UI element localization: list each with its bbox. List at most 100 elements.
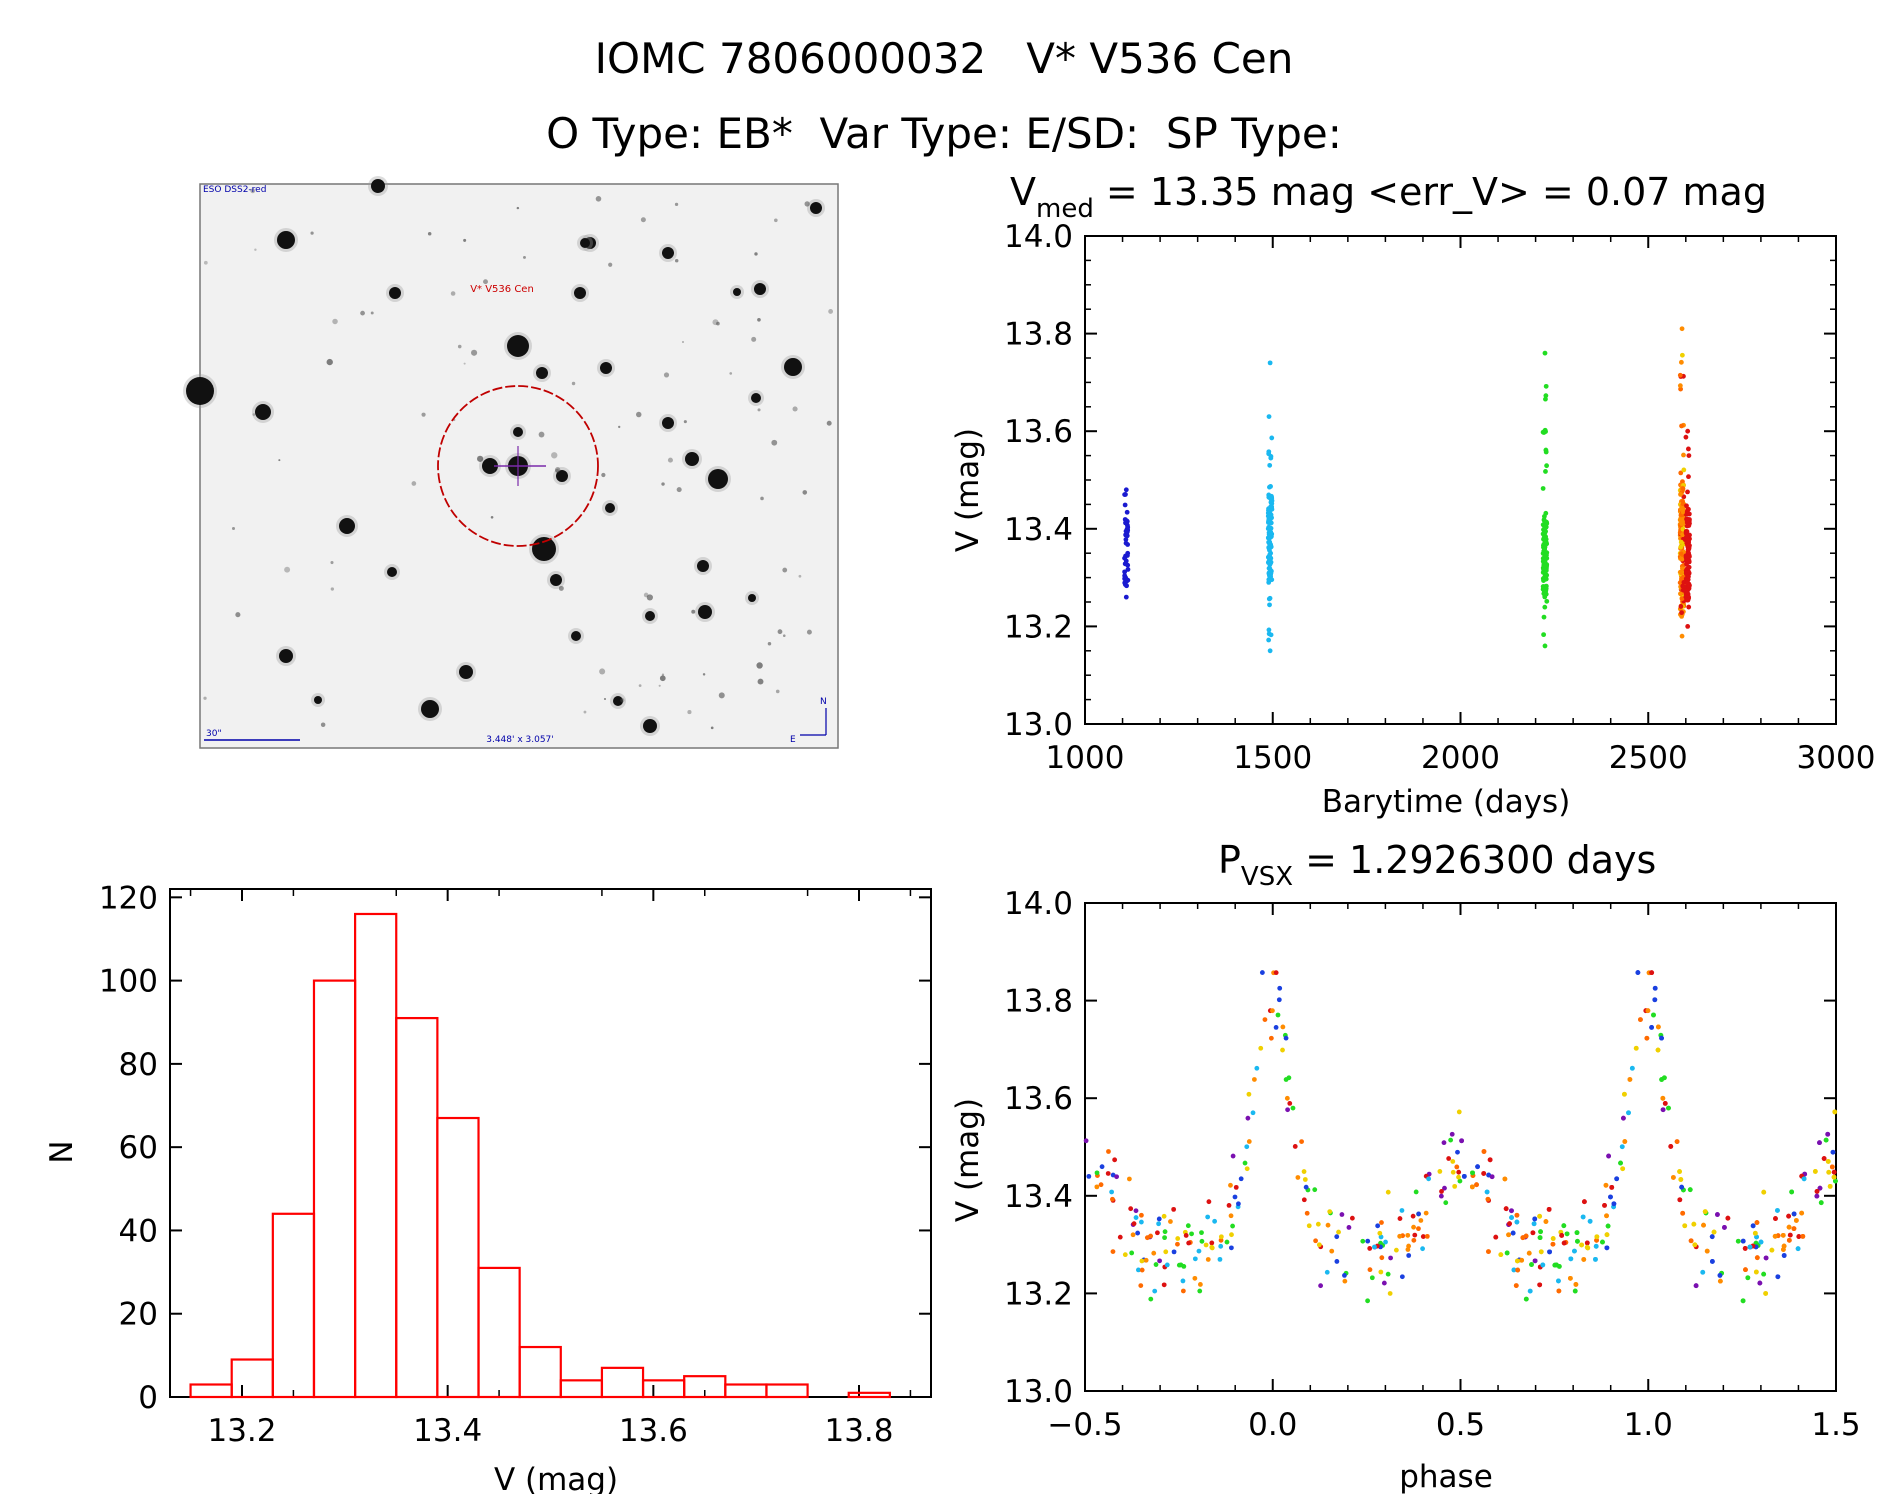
phase-point xyxy=(1692,1242,1698,1248)
faint-star xyxy=(767,642,772,646)
phase-point xyxy=(1644,1035,1650,1041)
phase-point xyxy=(1383,1239,1388,1245)
star xyxy=(662,247,674,259)
lc-point xyxy=(1267,360,1273,366)
phase-point xyxy=(1668,1144,1674,1149)
lc-point xyxy=(1268,544,1274,550)
phase-point xyxy=(1775,1208,1780,1213)
star xyxy=(371,179,385,193)
phase-point xyxy=(1283,1035,1289,1041)
hist-bar xyxy=(600,1366,645,1399)
hist-ytick-label: 40 xyxy=(119,1213,158,1249)
phase-point xyxy=(1509,1208,1514,1214)
phase-point xyxy=(1217,1256,1223,1262)
phase-point xyxy=(1459,1138,1465,1144)
phase-point xyxy=(1481,1149,1487,1154)
phase-point xyxy=(1529,1262,1534,1267)
faint-star xyxy=(659,675,666,682)
phase-point xyxy=(1244,1166,1250,1172)
phase-point xyxy=(1754,1255,1760,1261)
phase-point xyxy=(1441,1140,1447,1146)
phase-point xyxy=(1538,1249,1544,1255)
phase-point xyxy=(1375,1223,1381,1229)
phase-point xyxy=(1131,1221,1137,1227)
phase-point xyxy=(1226,1202,1232,1208)
faint-star xyxy=(826,420,832,426)
phase-point xyxy=(1812,1169,1818,1174)
lc-point xyxy=(1543,529,1549,534)
faint-star xyxy=(330,587,334,591)
phase-point xyxy=(1817,1140,1822,1146)
phase-point xyxy=(1608,1194,1613,1200)
phase-point xyxy=(1753,1269,1759,1275)
phase-point xyxy=(1509,1215,1514,1220)
phase-xlabel: phase xyxy=(1399,1459,1493,1494)
phase-point xyxy=(1677,1169,1682,1174)
lc-point xyxy=(1544,598,1550,604)
phase-point xyxy=(1619,1144,1625,1150)
phase-point xyxy=(1833,1178,1838,1184)
phase-point xyxy=(1128,1206,1134,1212)
phase-point xyxy=(1232,1194,1238,1200)
phase-point xyxy=(1209,1244,1215,1250)
lc-point xyxy=(1678,470,1684,476)
phase-point xyxy=(1523,1296,1529,1302)
phase-point xyxy=(1670,1175,1676,1180)
faint-star xyxy=(599,668,606,675)
phase-point xyxy=(1633,1045,1639,1051)
phase-point xyxy=(1567,1275,1573,1281)
faint-star xyxy=(516,206,520,210)
lc-point xyxy=(1685,624,1691,629)
phase-point xyxy=(1151,1250,1157,1256)
phase-point xyxy=(1157,1258,1163,1264)
phase-xtick-label: 0.5 xyxy=(1436,1407,1485,1443)
star xyxy=(389,287,401,299)
lc-point xyxy=(1544,550,1550,556)
lc-ylabel: V (mag) xyxy=(950,428,986,552)
faint-star xyxy=(771,439,778,446)
phase-point xyxy=(1651,1012,1656,1018)
lc-point xyxy=(1679,556,1685,562)
phase-point xyxy=(1506,1232,1511,1238)
faint-star xyxy=(360,310,365,316)
phase-point xyxy=(1183,1233,1189,1238)
phase-point xyxy=(1180,1278,1186,1284)
phase-point xyxy=(1152,1288,1158,1294)
faint-star xyxy=(806,629,812,635)
lc-point xyxy=(1266,577,1272,583)
hist-ytick-label: 100 xyxy=(99,964,158,1000)
faint-star xyxy=(661,482,665,486)
faint-star xyxy=(782,567,788,573)
lc-point xyxy=(1685,507,1691,512)
faint-star xyxy=(555,468,560,473)
star xyxy=(482,458,498,474)
phase-point xyxy=(1519,1257,1525,1263)
lc-ytick-label: 13.4 xyxy=(1004,512,1073,548)
phase-point xyxy=(1556,1288,1562,1294)
lc-point xyxy=(1685,597,1690,602)
star xyxy=(574,287,586,299)
faint-star xyxy=(370,311,374,315)
hist-bar xyxy=(847,1391,891,1399)
phase-point xyxy=(1618,1160,1623,1166)
phase-point xyxy=(1561,1223,1567,1229)
phase-point xyxy=(1666,1105,1671,1111)
lc-point xyxy=(1122,576,1128,582)
star xyxy=(697,560,709,572)
phase-point xyxy=(1709,1234,1715,1240)
phase-point xyxy=(1620,1166,1626,1172)
phase-point xyxy=(1218,1243,1224,1249)
lc-point xyxy=(1266,540,1272,546)
phase-point xyxy=(1702,1209,1708,1214)
star xyxy=(708,469,728,489)
faint-star xyxy=(601,472,606,478)
faint-star xyxy=(782,634,786,637)
phase-point xyxy=(1336,1229,1341,1235)
star xyxy=(314,696,322,704)
phase-point xyxy=(1139,1267,1145,1273)
star xyxy=(279,649,293,663)
lc-ytick-label: 13.2 xyxy=(1004,609,1073,645)
faint-star xyxy=(326,358,333,366)
lc-point xyxy=(1686,574,1691,579)
